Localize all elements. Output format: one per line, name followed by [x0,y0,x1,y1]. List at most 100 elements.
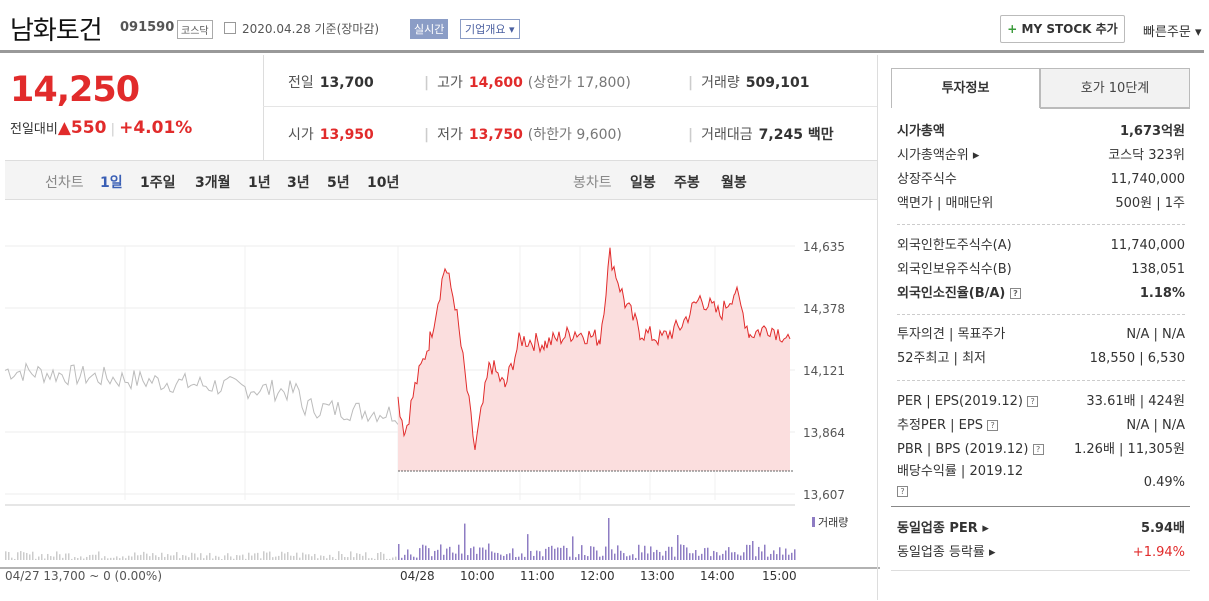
quick-order-label: 빠른주문 [1143,25,1191,40]
volume-bar [602,555,604,560]
volume-bar [368,558,370,560]
period-1w[interactable]: 1주일 [140,175,176,191]
volume-bar [152,553,154,560]
divider [891,570,1190,571]
volume-bar [464,523,466,560]
tab-invest-info[interactable]: 투자정보 [891,68,1040,108]
chart-grid [0,245,880,569]
volume-bar [275,556,277,560]
x-tick-label: 13:00 [640,569,675,583]
volume-label: 거래량 [818,516,848,529]
prev-close: 전일 13,700 [288,75,374,91]
info-group-cap: 시가총액 1,673억원 시가총액순위 ▸ 코스닥 323위 상장주식수 11,740… [897,124,1185,211]
volume-bar [338,551,340,560]
volume-bar [473,546,475,560]
volume-bar [635,557,637,560]
volume-bar [671,546,673,560]
corp-info-dropdown[interactable]: 기업개요 ▾ [460,19,520,39]
volume-bar [698,555,700,560]
volume-bar [608,518,610,560]
y-tick-label: 14,121 [803,364,845,378]
volume-bar [221,558,223,560]
volume-bar [761,551,763,560]
volume-bar [707,547,709,560]
change-pct: +4.01% [119,118,193,138]
quick-order-button[interactable]: 빠른주문 ▾ [1143,25,1202,40]
volume-bar [377,553,379,560]
help-icon[interactable]: ? [1027,396,1039,407]
volume-bar [713,550,715,560]
volume-bar [116,556,118,560]
volume-bar [632,554,634,560]
volume-bar [599,556,601,560]
volume-bar [224,555,226,560]
volume-bar [194,553,196,560]
volume-bar [692,553,694,560]
volume-bar [329,554,331,560]
volume-bar [302,552,304,560]
volume-bar [143,551,145,560]
change-label: 전일대비 [10,122,58,137]
volume-bar [317,558,319,560]
volume-bar [92,554,94,560]
y-tick-label: 13,607 [803,488,845,502]
help-icon[interactable]: ? [1009,288,1021,299]
volume-bar [470,548,472,560]
help-icon[interactable]: ? [1032,444,1044,455]
volume-bar [458,544,460,560]
volume-bar [398,544,400,560]
volume-bar [119,558,121,560]
period-5y[interactable]: 5년 [327,175,350,191]
volume-bar [665,550,667,560]
volume-bar [386,558,388,560]
volume-bar [311,556,313,560]
volume-bar [347,557,349,560]
volume-bar [206,555,208,560]
period-bar: 선차트 1일 1주일 3개월 1년 3년 5년 10년 봉차트 일봉 주봉 월봉 [5,160,877,200]
volume-bar [524,556,526,560]
divider [891,108,1040,109]
volume-bar [605,546,607,560]
period-3m[interactable]: 3개월 [195,175,231,191]
volume-bar [35,558,37,560]
volume-bar [566,547,568,560]
candle-monthly[interactable]: 월봉 [721,175,747,191]
period-10y[interactable]: 10년 [367,175,400,191]
info-group-sector: 동일업종 PER ▸ 5.94배 동일업종 등락률 ▸ +1.94% [897,521,1185,560]
tab-orderbook[interactable]: 호가 10단계 [1040,68,1190,108]
volume-bar [734,552,736,560]
volume-bars [5,518,796,560]
volume-bar [428,548,430,560]
volume-bar [536,550,538,560]
volume-bar [236,555,238,560]
volume-bar [521,553,523,560]
volume-bar [26,552,28,560]
volume-bar [641,552,643,560]
period-1y[interactable]: 1년 [248,175,271,191]
volume-bar [572,536,574,560]
volume-bar [353,557,355,560]
volume-bar [644,545,646,560]
volume-bar [449,546,451,560]
x-tick-label: 14:00 [700,569,735,583]
help-icon[interactable]: ? [987,420,999,431]
volume-bar [344,557,346,560]
volume-bar [569,556,571,560]
candle-weekly[interactable]: 주봉 [674,175,700,191]
volume-bar [14,558,16,560]
period-1d[interactable]: 1일 [100,175,123,191]
volume-bar [101,558,103,560]
volume-bar [767,556,769,560]
volume-bar [650,546,652,560]
period-3y[interactable]: 3년 [287,175,310,191]
info-group-foreign: 외국인한도주식수(A) 11,740,000 외국인보유주식수(B) 138,051… [897,238,1185,301]
volume-bar [479,547,481,560]
volume-bar [410,554,412,560]
divider [263,55,264,160]
help-icon[interactable]: ? [897,486,908,497]
realtime-button[interactable]: 실시간 [410,19,449,39]
candle-daily[interactable]: 일봉 [630,175,656,191]
volume-bar [257,552,259,560]
volume-bar [425,545,427,560]
mystock-add-button[interactable]: + MY STOCK 추가 [1000,15,1125,43]
